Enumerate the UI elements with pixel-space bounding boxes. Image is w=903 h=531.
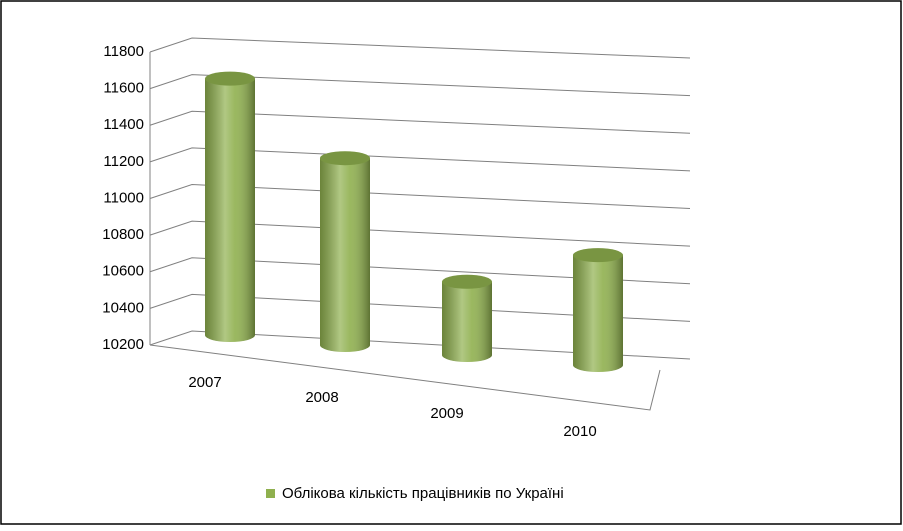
y-tick-label: 11800 bbox=[103, 43, 144, 60]
y-tick-label: 11600 bbox=[103, 80, 144, 97]
y-tick-label: 10400 bbox=[102, 299, 144, 316]
floor-edge bbox=[149, 344, 661, 411]
bar-top bbox=[573, 248, 623, 263]
legend: Облікова кількість працівників по Україн… bbox=[266, 485, 564, 502]
x-tick-label: 2009 bbox=[430, 405, 463, 422]
bar-top-shade bbox=[320, 151, 370, 166]
bar-top-shade bbox=[205, 71, 255, 86]
x-tick-label: 2010 bbox=[563, 423, 596, 440]
bar bbox=[573, 248, 623, 372]
y-tick-label: 10200 bbox=[102, 336, 144, 353]
y-tick-label: 10600 bbox=[102, 263, 144, 280]
bar-shade bbox=[573, 255, 623, 372]
grid-line bbox=[149, 74, 691, 97]
bar-shade bbox=[320, 158, 370, 352]
bar bbox=[442, 274, 492, 362]
x-tick-label: 2007 bbox=[188, 374, 221, 391]
y-tick-label: 11400 bbox=[103, 116, 144, 133]
grid-line bbox=[149, 257, 691, 285]
bar-top bbox=[320, 151, 370, 166]
bar-top-shade bbox=[573, 248, 623, 263]
bar bbox=[205, 71, 255, 342]
bar-top bbox=[205, 71, 255, 86]
bar-shade bbox=[205, 78, 255, 342]
x-tick-label: 2008 bbox=[305, 389, 338, 406]
grid-line bbox=[149, 110, 691, 134]
grid-line bbox=[149, 183, 691, 209]
grid-line bbox=[149, 220, 691, 247]
grid-line bbox=[149, 330, 691, 360]
grid-line bbox=[149, 147, 691, 172]
bar-shade bbox=[442, 281, 492, 362]
bar-top-shade bbox=[442, 274, 492, 289]
grid-line bbox=[149, 293, 691, 322]
grid-line bbox=[149, 37, 691, 59]
y-tick-label: 11000 bbox=[103, 189, 144, 206]
legend-label: Облікова кількість працівників по Україн… bbox=[282, 485, 564, 502]
y-tick-label: 10800 bbox=[102, 226, 144, 243]
legend-swatch bbox=[266, 489, 275, 498]
bar-top bbox=[442, 274, 492, 289]
y-tick-label: 11200 bbox=[103, 153, 144, 170]
bar bbox=[320, 151, 370, 352]
